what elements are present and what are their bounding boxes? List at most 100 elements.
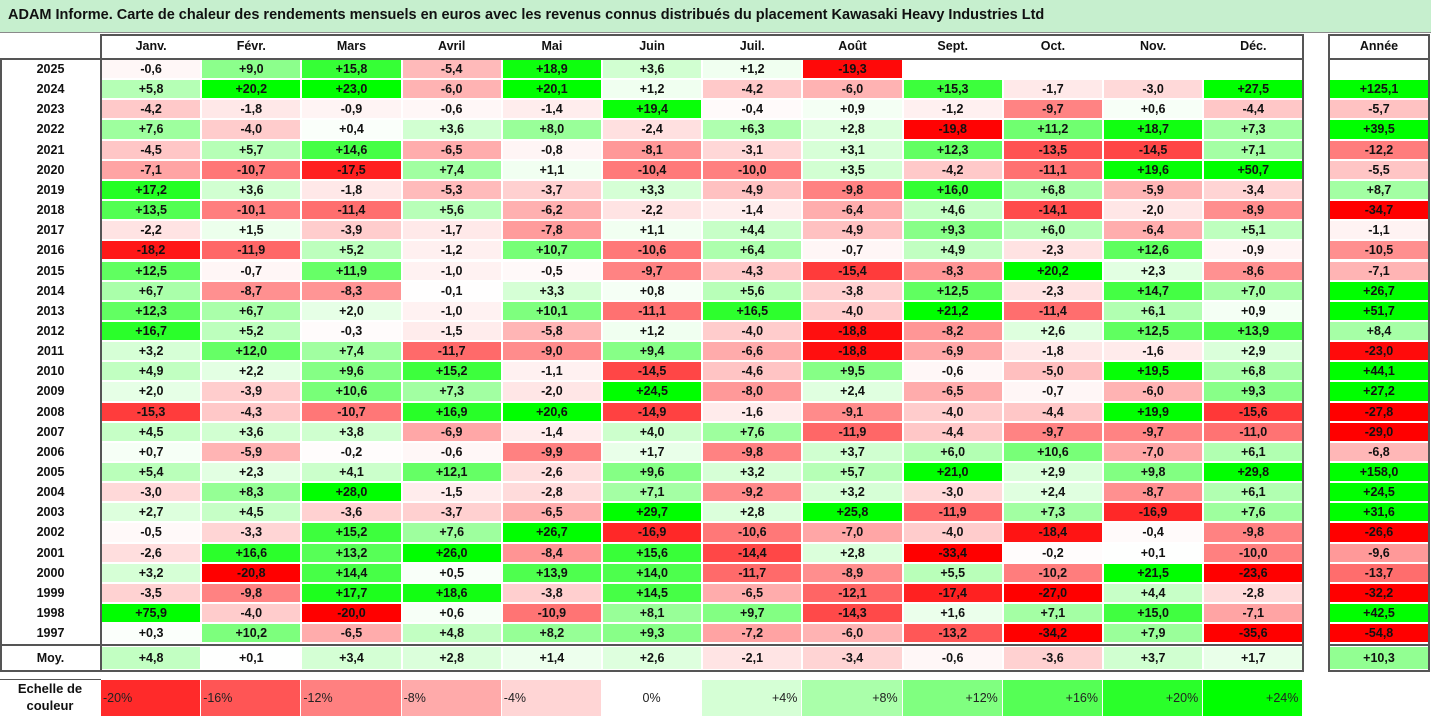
annual-cell: -27,8 (1330, 402, 1428, 421)
row-year-label: 1998 (0, 603, 101, 624)
heatmap-cell: +7,6 (402, 523, 501, 542)
grid-line (1428, 34, 1430, 673)
row-year-label: 2019 (0, 179, 101, 201)
heatmap-cell: -1,0 (402, 301, 501, 320)
heatmap-cell: +5,7 (202, 140, 301, 159)
heatmap-cell: +2,0 (102, 382, 201, 401)
annual-cell: +51,7 (1330, 301, 1428, 320)
heatmap-cell: -6,0 (803, 624, 902, 643)
heatmap-cell: +1,2 (703, 60, 802, 79)
average-cell: +3,7 (1104, 647, 1203, 670)
heatmap-cell: -1,6 (703, 402, 802, 421)
heatmap-cell: -3,3 (202, 523, 301, 542)
row-year-label: 2018 (0, 200, 101, 221)
heatmap-cell: -1,5 (402, 321, 501, 341)
heatmap-cell: +7,3 (1204, 120, 1303, 139)
heatmap-cell: +19,5 (1104, 362, 1203, 381)
heatmap-cell: +0,1 (1104, 543, 1203, 562)
heatmap-cell: -13,2 (903, 624, 1002, 643)
row-year-label: 2009 (0, 381, 101, 402)
heatmap-cell: +17,7 (302, 583, 401, 603)
heatmap-cell: -10,1 (202, 201, 301, 220)
row-year-label: 2014 (0, 280, 101, 301)
heatmap-cell: +24,5 (603, 382, 702, 401)
legend-swatch: -4% (501, 680, 602, 716)
heatmap-cell: -18,8 (803, 321, 902, 341)
heatmap-cell: -4,0 (703, 321, 802, 341)
heatmap-cell: +16,9 (402, 402, 501, 421)
heatmap-cell: -0,9 (302, 100, 401, 119)
heatmap-cell: -4,6 (703, 362, 802, 381)
heatmap-cell: -4,0 (202, 604, 301, 623)
heatmap-cell: +0,6 (402, 604, 501, 623)
heatmap-cell: -0,7 (803, 241, 902, 260)
heatmap-cell: +9,4 (603, 342, 702, 361)
heatmap-cell: -9,7 (1003, 100, 1102, 119)
heatmap-cell: +5,6 (703, 281, 802, 300)
heatmap-cell: +6,0 (1003, 221, 1102, 240)
heatmap-cell: -0,7 (1003, 382, 1102, 401)
heatmap-cell: -12,1 (803, 583, 902, 603)
heatmap-cell: +29,7 (603, 503, 702, 522)
legend-swatch: +8% (802, 680, 903, 716)
heatmap-cell: +10,7 (502, 241, 601, 260)
heatmap-cell: +17,2 (102, 180, 201, 200)
row-year-label: 2008 (0, 401, 101, 422)
grid-line (0, 58, 101, 60)
heatmap-cell: +14,0 (603, 563, 702, 582)
heatmap-cell: -7,1 (1204, 604, 1303, 623)
heatmap-cell: -3,6 (302, 503, 401, 522)
heatmap-cell: +10,6 (302, 382, 401, 401)
heatmap-cell: -4,0 (903, 523, 1002, 542)
heatmap-cell: -11,4 (1003, 301, 1102, 320)
heatmap-cell: -5,9 (1104, 180, 1203, 200)
heatmap-cell: +0,8 (603, 281, 702, 300)
heatmap-cell: +11,9 (302, 261, 401, 280)
heatmap-cell: -1,8 (302, 180, 401, 200)
heatmap-cell: -3,8 (803, 281, 902, 300)
average-cell: -2,1 (703, 647, 802, 670)
grid-line (101, 34, 1304, 36)
heatmap-cell: +7,9 (1104, 624, 1203, 643)
heatmap-cell: -3,9 (202, 382, 301, 401)
annual-cell: -54,8 (1330, 624, 1428, 643)
heatmap-cell: +3,2 (803, 483, 902, 502)
heatmap-cell: +3,6 (202, 180, 301, 200)
heatmap-cell: +2,9 (1003, 463, 1102, 482)
annual-cell: -5,7 (1330, 100, 1428, 119)
heatmap-cell: -17,5 (302, 160, 401, 179)
average-cell: +1,4 (502, 647, 601, 670)
heatmap-cell (1204, 60, 1303, 79)
heatmap-cell: -4,0 (903, 402, 1002, 421)
heatmap-cell: +9,3 (603, 624, 702, 643)
annual-cell: -13,7 (1330, 563, 1428, 582)
heatmap-cell: +20,2 (1003, 261, 1102, 280)
heatmap-cell: -20,8 (202, 563, 301, 582)
heatmap-cell: +1,1 (603, 221, 702, 240)
heatmap-cell: +27,5 (1204, 80, 1303, 99)
heatmap-cell: -10,7 (202, 160, 301, 179)
heatmap-cell: -7,1 (102, 160, 201, 179)
heatmap-cell: -7,8 (502, 221, 601, 240)
heatmap-cell: -4,2 (903, 160, 1002, 179)
chart-title-bar: ADAM Informe. Carte de chaleur des rende… (0, 0, 1431, 33)
heatmap-cell: +5,6 (402, 201, 501, 220)
heatmap-cell: -9,7 (603, 261, 702, 280)
heatmap-cell: +1,5 (202, 221, 301, 240)
heatmap-cell: -9,8 (803, 180, 902, 200)
heatmap-cell: +9,5 (803, 362, 902, 381)
heatmap-cell: +15,2 (302, 523, 401, 542)
heatmap-cell: +2,0 (302, 301, 401, 320)
heatmap-cell: +3,5 (803, 160, 902, 179)
heatmap-cell: -9,0 (502, 342, 601, 361)
legend-swatch: +16% (1002, 680, 1103, 716)
heatmap-cell: -0,3 (302, 321, 401, 341)
heatmap-cell: -3,4 (1204, 180, 1303, 200)
annual-cell: +8,4 (1330, 321, 1428, 341)
month-header: Août (802, 34, 903, 58)
heatmap-cell: -0,5 (502, 261, 601, 280)
row-year-label: 2001 (0, 542, 101, 563)
heatmap-cell: +75,9 (102, 604, 201, 623)
heatmap-cell: -6,9 (402, 422, 501, 441)
heatmap-cell: +3,6 (603, 60, 702, 79)
